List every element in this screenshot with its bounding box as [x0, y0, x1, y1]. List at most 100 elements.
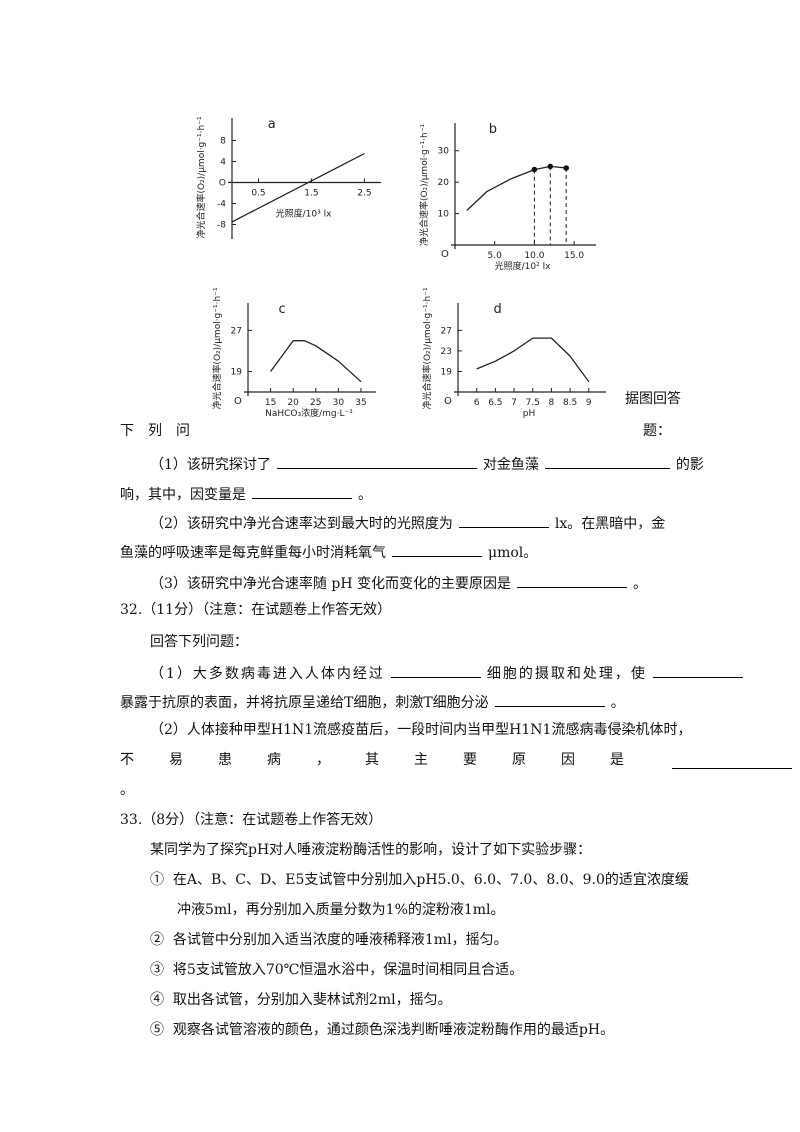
panel-label: c	[279, 302, 286, 317]
data-line	[270, 340, 362, 383]
y-tick-label: 20	[438, 178, 450, 188]
y-tick-label: 10	[438, 210, 450, 220]
panel-label: b	[489, 122, 497, 137]
blank	[544, 452, 670, 469]
blank	[252, 482, 352, 499]
heading: 32.（11分）（注意：在试题卷上作答无效）	[120, 602, 392, 618]
data-point	[547, 163, 554, 170]
text: （1）大多数病毒进入人体内经过	[150, 666, 385, 682]
blank	[672, 752, 792, 769]
text: 在A、B、C、D、E5支试管中分别加入pH5.0、6.0、7.0、8.0、9.0…	[172, 872, 689, 888]
panel-label: a	[268, 117, 276, 132]
text: 不易患病，其主要原因是	[120, 752, 659, 768]
text: 题：	[643, 423, 671, 439]
data-point	[563, 165, 569, 171]
step-number: ③	[150, 962, 164, 978]
x-axis-label: NaHCO₃浓度/mg·L⁻¹	[265, 407, 353, 419]
step-number: ②	[150, 932, 164, 948]
x-tick-label: 15.0	[564, 251, 584, 261]
x-tick-label: 5.0	[488, 251, 503, 261]
panel-label: d	[494, 302, 502, 317]
y-tick-label: 27	[441, 326, 452, 336]
x-tick-label: 20	[287, 398, 299, 408]
step: ⑤ 观察各试管溶液的颜色，通过颜色深浅判断唾液淀粉酶作用的最适pH。	[150, 1020, 614, 1040]
heading: 33.（8分）（注意：在试题卷上作答无效）	[120, 812, 383, 828]
x-tick-label: 9	[586, 398, 592, 408]
blank	[392, 540, 482, 557]
text: 。	[358, 487, 372, 503]
x-tick-label: 1.5	[304, 189, 318, 199]
y-tick-label: 8	[220, 137, 226, 147]
text: 细胞的摄取和处理，使	[486, 666, 647, 682]
x-axis-label: 光照度/10² lx	[495, 260, 551, 272]
step-number: ①	[150, 872, 164, 888]
x-tick-label: 0.5	[251, 189, 265, 199]
line: （1）该研究探讨了 对金鱼藻 的影	[150, 452, 704, 475]
x-tick-label: 35	[355, 398, 366, 408]
y-axis-label: 净光合速率(O₂)/μmol·g⁻¹·h⁻¹	[418, 124, 430, 246]
text: 将5支试管放入70℃恒温水浴中，保温时间相同且合适。	[172, 962, 524, 978]
text: lx。在黑暗中，金	[554, 516, 666, 532]
y-tick-label: O	[219, 179, 226, 189]
y-tick-label: 27	[231, 326, 242, 336]
x-axis-label: 光照度/10³ lx	[276, 208, 332, 220]
x-tick-label: 8.5	[563, 398, 577, 408]
line: 响，其中，因变量是 。	[120, 482, 372, 505]
origin-label: O	[444, 396, 452, 407]
data-line	[231, 153, 365, 223]
text: 各试管中分别加入适当浓度的唾液稀释液1ml，摇匀。	[172, 932, 508, 948]
x-tick-label: 25	[310, 398, 321, 408]
line: 鱼藻的呼吸速率是每克鲜重每小时消耗氧气 μmol。	[120, 540, 537, 563]
x-tick-label: 7	[511, 398, 517, 408]
y-tick-label: 23	[441, 347, 452, 357]
blank	[276, 452, 477, 469]
text: （1）该研究探讨了	[150, 457, 271, 473]
x-tick-label: 8	[549, 398, 555, 408]
origin-label: O	[441, 249, 449, 260]
line: 暴露于抗原的表面，并将抗原呈递给T细胞，刺激T细胞分泌 。	[120, 690, 625, 713]
step: ② 各试管中分别加入适当浓度的唾液稀释液1ml，摇匀。	[150, 930, 508, 950]
y-tick-label: 30	[438, 147, 450, 157]
step: ③ 将5支试管放入70℃恒温水浴中，保温时间相同且合适。	[150, 960, 523, 980]
blank	[652, 661, 743, 678]
data-line	[466, 165, 567, 211]
y-tick-label: -8	[217, 221, 226, 231]
x-tick-label: 15	[265, 398, 276, 408]
blank	[390, 661, 481, 678]
step: ④ 取出各试管，分别加入斐林试剂2ml，摇匀。	[150, 990, 452, 1010]
text: 下列问	[120, 423, 204, 439]
y-tick-label: 19	[231, 367, 243, 377]
step: ① 在A、B、C、D、E5支试管中分别加入pH5.0、6.0、7.0、8.0、9…	[150, 870, 689, 890]
y-tick-label: 19	[441, 367, 453, 377]
blank	[458, 511, 549, 528]
line: （1）大多数病毒进入人体内经过 细胞的摄取和处理，使	[150, 661, 749, 684]
x-tick-label: 30	[333, 398, 345, 408]
line: （3）该研究中净光合速率随 pH 变化而变化的主要原因是 。	[150, 571, 647, 594]
text: 某同学为了探究pH对人唾液淀粉酶活性的影响，设计了如下实验步骤：	[150, 842, 592, 858]
origin-label: O	[234, 396, 242, 407]
text: 观察各试管溶液的颜色，通过颜色深浅判断唾液淀粉酶作用的最适pH。	[172, 1022, 615, 1038]
text: 暴露于抗原的表面，并将抗原呈递给T细胞，刺激T细胞分泌	[120, 695, 489, 711]
y-axis-label: 净光合速率(O₂)/μmol·g⁻¹·h⁻¹	[211, 287, 223, 409]
text: 取出各试管，分别加入斐林试剂2ml，摇匀。	[172, 992, 452, 1008]
text: 鱼藻的呼吸速率是每克鲜重每小时消耗氧气	[120, 545, 386, 561]
step-number: ④	[150, 992, 164, 1008]
x-tick-label: 7.5	[526, 398, 540, 408]
text: （2）该研究中净光合速率达到最大时的光照度为	[150, 516, 453, 532]
y-tick-label: -4	[217, 200, 226, 210]
y-axis-label: 净光合速率(O₂)/μmol·g⁻¹·h⁻¹	[195, 116, 207, 238]
data-point	[531, 166, 538, 173]
text: 。	[610, 695, 625, 711]
data-line	[476, 337, 590, 383]
blank	[494, 690, 605, 707]
figures: a 净光合速率(O₂)/μmol·g⁻¹·h⁻¹ 光照度/10³ lx -8 -4 O 4 8…	[195, 116, 606, 419]
text: 的影	[675, 457, 704, 473]
x-tick-label: 6	[474, 398, 480, 408]
y-tick-label: 4	[220, 158, 226, 168]
text: 。	[120, 782, 134, 798]
text: 响，其中，因变量是	[120, 487, 246, 503]
x-tick-label: 10.0	[524, 251, 544, 261]
y-axis-label: 净光合速率(O₂)/μmol·g⁻¹·h⁻¹	[421, 287, 433, 409]
text: 对金鱼藻	[482, 457, 539, 473]
